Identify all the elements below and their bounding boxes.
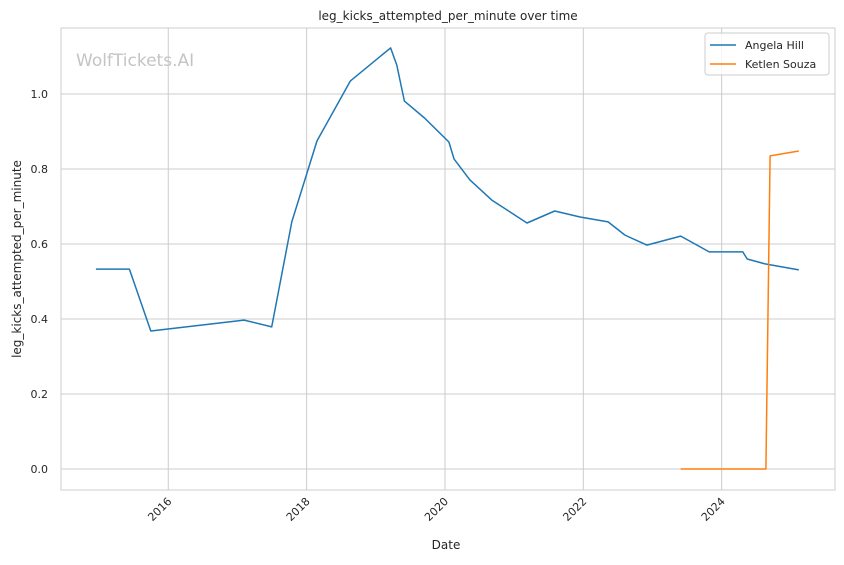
y-tick-label: 1.0 xyxy=(31,88,49,101)
y-tick-label: 0.4 xyxy=(31,313,49,326)
series-lines xyxy=(96,48,799,469)
grid xyxy=(61,28,835,490)
y-tick-label: 0.0 xyxy=(31,463,49,476)
x-tick-label: 2016 xyxy=(145,495,174,524)
x-tick-labels: 2016 2018 2020 2022 2024 xyxy=(145,495,727,524)
series-line xyxy=(96,48,799,331)
series-line xyxy=(681,151,799,469)
series-angela-hill xyxy=(96,48,799,331)
plot-frame xyxy=(61,28,835,490)
watermark: WolfTickets.AI xyxy=(76,51,194,71)
y-tick-label: 0.6 xyxy=(31,238,49,251)
y-tick-label: 0.2 xyxy=(31,388,49,401)
legend-label-ketlen-souza: Ketlen Souza xyxy=(745,58,816,71)
x-tick-label: 2018 xyxy=(284,495,313,524)
y-axis-label: leg_kicks_attempted_per_minute xyxy=(10,160,24,358)
chart-title: leg_kicks_attempted_per_minute over time xyxy=(318,9,577,23)
y-tick-label: 0.8 xyxy=(31,163,49,176)
x-tick-label: 2020 xyxy=(422,495,451,524)
x-axis-label: Date xyxy=(432,538,461,552)
y-tick-labels: 0.0 0.2 0.4 0.6 0.8 1.0 xyxy=(31,88,49,476)
series-ketlen-souza xyxy=(681,151,799,469)
legend: Angela Hill Ketlen Souza xyxy=(705,33,829,75)
x-tick-label: 2024 xyxy=(699,495,728,524)
x-tick-label: 2022 xyxy=(560,495,589,524)
legend-label-angela-hill: Angela Hill xyxy=(745,39,804,52)
